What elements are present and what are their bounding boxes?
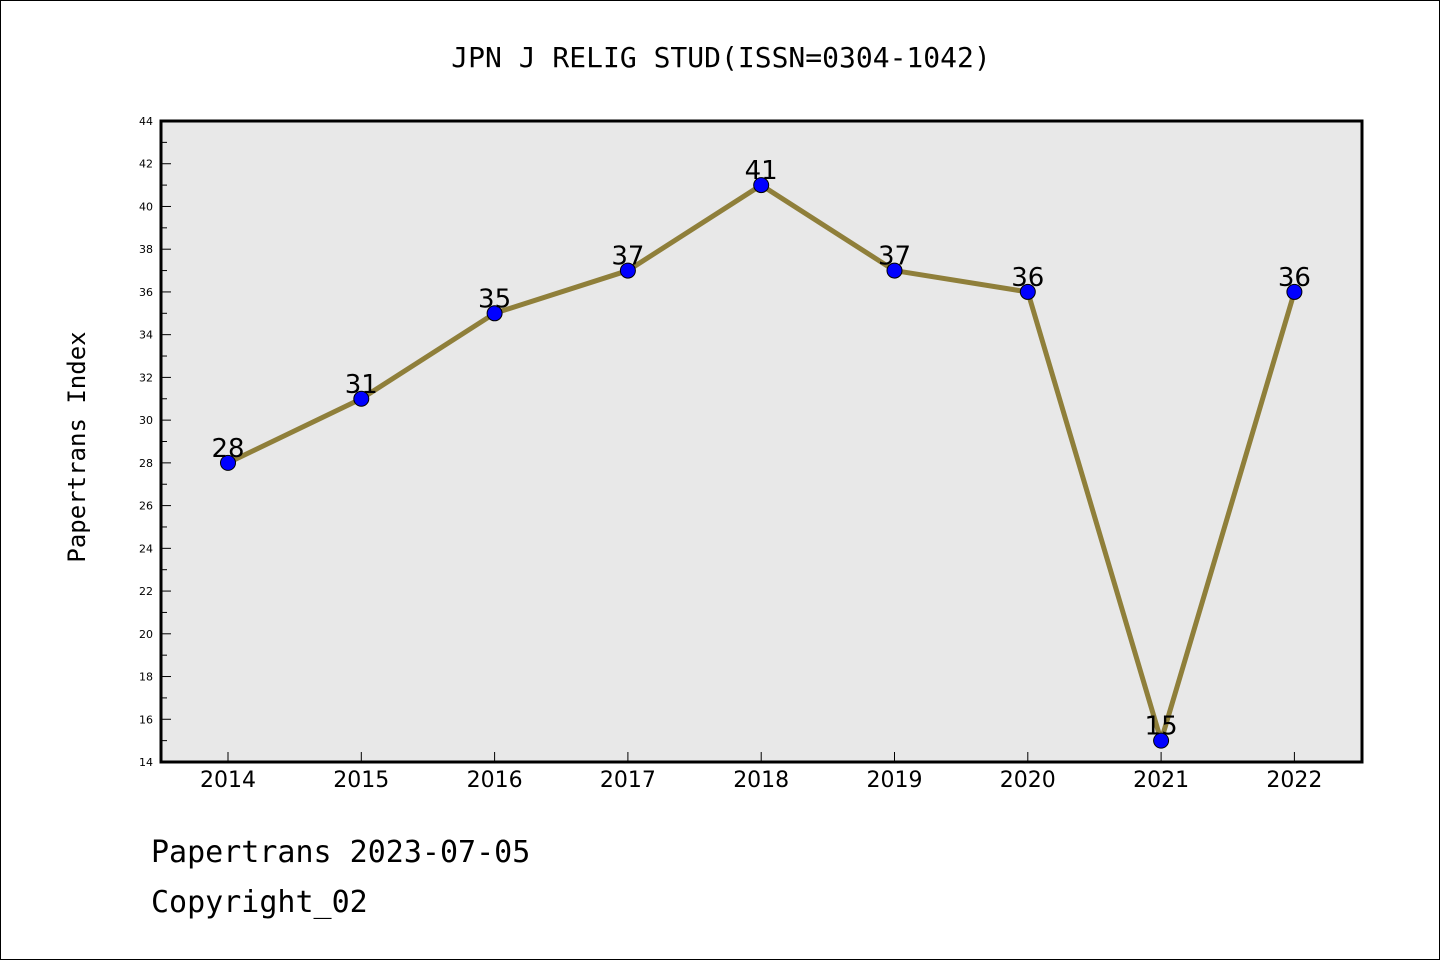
plot-area	[159, 119, 1364, 764]
x-tick-label: 2019	[867, 768, 923, 793]
data-point	[1286, 283, 1303, 300]
y-tick-label: 32	[139, 371, 153, 384]
x-axis-ticks: 2014 2015 2016 2017 2018 2019 2020 2021 2022	[200, 752, 1322, 793]
data-label: 36	[1011, 263, 1044, 293]
y-tick-label: 42	[139, 158, 153, 171]
data-label: 31	[345, 370, 378, 400]
chart-title: JPN J RELIG STUD(ISSN=0304-1042)	[451, 41, 990, 74]
data-label: 37	[611, 242, 644, 272]
y-axis-ticks: 14 16 18 20 22 24 26 28 30 32 34 36 38 40 42 44	[139, 115, 171, 769]
footer-copyright: Copyright_02	[151, 885, 368, 920]
data-point	[886, 262, 903, 279]
data-point	[619, 262, 636, 279]
data-point	[753, 177, 770, 194]
y-tick-label: 14	[139, 756, 153, 769]
x-tick-label: 2014	[200, 768, 256, 793]
y-tick-label: 18	[139, 671, 153, 684]
x-tick-label: 2020	[1000, 768, 1056, 793]
x-tick-label: 2021	[1133, 768, 1189, 793]
data-point	[486, 305, 503, 322]
y-tick-label: 20	[139, 628, 153, 641]
footer-date: Papertrans 2023-07-05	[151, 835, 531, 870]
y-tick-label: 16	[139, 713, 153, 726]
y-tick-label: 28	[139, 457, 153, 470]
data-labels: 28 31 35 37 41 37 36 15 36	[211, 156, 1310, 742]
data-label: 15	[1145, 712, 1178, 742]
data-label: 36	[1278, 263, 1311, 293]
data-label: 37	[878, 242, 911, 272]
data-point	[220, 454, 236, 471]
y-tick-label: 40	[139, 200, 153, 213]
y-tick-label: 26	[139, 500, 153, 513]
data-label: 28	[211, 434, 244, 464]
data-markers	[220, 177, 1303, 749]
x-tick-label: 2018	[733, 768, 789, 793]
data-label: 41	[745, 156, 778, 186]
x-tick-label: 2022	[1266, 768, 1322, 793]
y-tick-label: 34	[139, 329, 153, 342]
y-tick-label: 44	[139, 115, 153, 128]
x-tick-label: 2017	[600, 768, 656, 793]
y-tick-label: 36	[139, 286, 153, 299]
data-point	[1019, 283, 1036, 300]
y-tick-label: 22	[139, 585, 153, 598]
data-point	[1153, 732, 1170, 749]
data-point	[353, 390, 370, 407]
y-tick-label: 30	[139, 414, 153, 427]
x-tick-label: 2015	[333, 768, 389, 793]
y-axis-label: Papertrans Index	[63, 331, 91, 562]
y-tick-label: 24	[139, 542, 153, 555]
data-label: 35	[478, 284, 511, 314]
x-tick-label: 2016	[467, 768, 523, 793]
y-tick-label: 38	[139, 243, 153, 256]
